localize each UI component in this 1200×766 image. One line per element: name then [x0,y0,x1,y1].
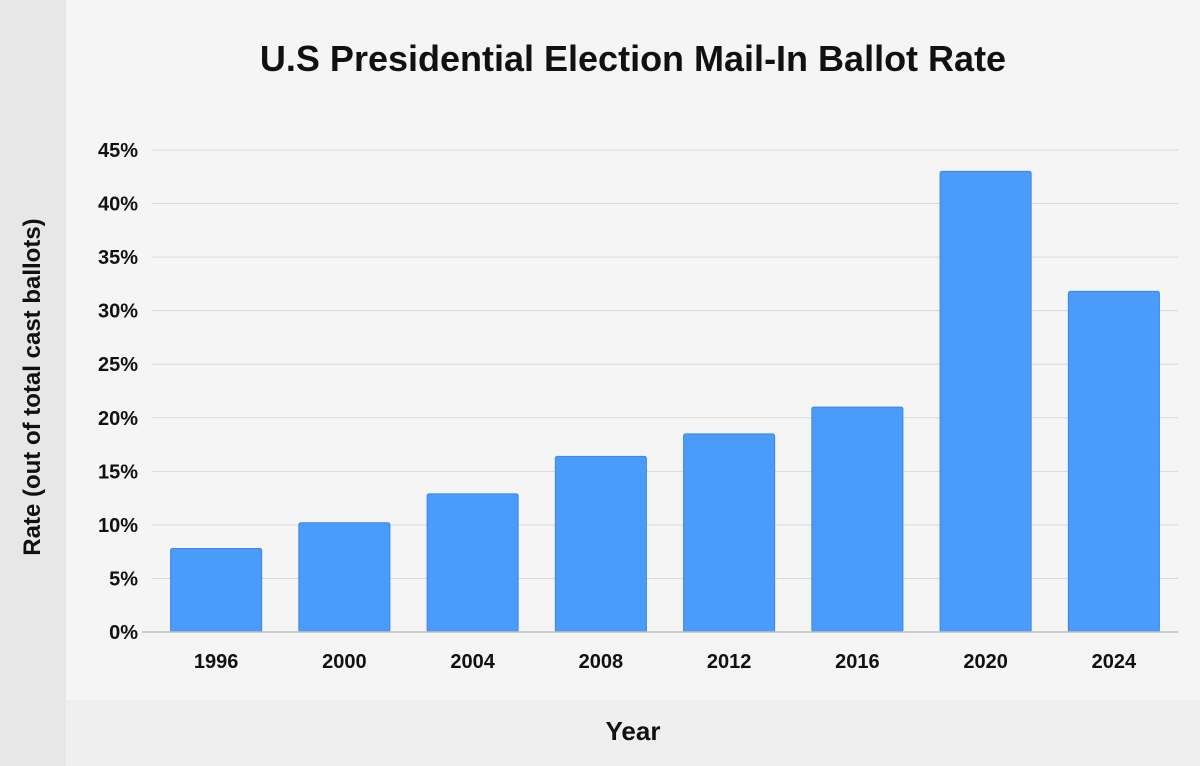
y-tick-label: 15% [98,461,138,483]
bar-2016 [811,406,904,633]
x-tick-label: 2016 [835,651,880,673]
x-tick-labels: 1996 2000 2004 2008 2012 2016 2020 2024 [194,651,1137,673]
x-tick-label: 2012 [707,651,752,673]
bar-1996 [170,547,263,633]
y-axis-title: Rate (out of total cast ballots) [19,218,46,556]
x-tick-label: 2004 [450,651,495,673]
bar-2020 [939,170,1032,633]
bottom-panel-strip [66,700,1200,766]
bar-2024 [1067,290,1160,633]
y-tick-label: 10% [98,515,138,537]
bar-2008 [554,455,647,633]
y-tick-label: 20% [98,408,138,430]
y-tick-label: 30% [98,301,138,323]
x-axis-title: Year [605,716,661,746]
y-tick-label: 35% [98,247,138,269]
y-tick-label: 0% [109,622,138,644]
y-tick-label: 5% [109,568,138,590]
x-tick-label: 2024 [1092,651,1137,673]
chart-title: U.S Presidential Election Mail-In Ballot… [259,38,1007,79]
x-tick-label: 2000 [322,651,367,673]
y-tick-label: 25% [98,354,138,376]
y-tick-label: 40% [98,194,138,216]
x-tick-label: 2020 [963,651,1008,673]
y-tick-label: 45% [98,140,138,162]
x-tick-label: 2008 [579,651,624,673]
bar-2012 [683,433,776,633]
left-panel-strip [0,0,66,766]
bars [170,170,1160,633]
x-tick-label: 1996 [194,651,239,673]
y-tick-labels: 0% 5% 10% 15% 20% 25% 30% 35% 40% 45% [98,140,138,644]
bar-2000 [298,522,391,633]
bar-2004 [426,493,519,633]
